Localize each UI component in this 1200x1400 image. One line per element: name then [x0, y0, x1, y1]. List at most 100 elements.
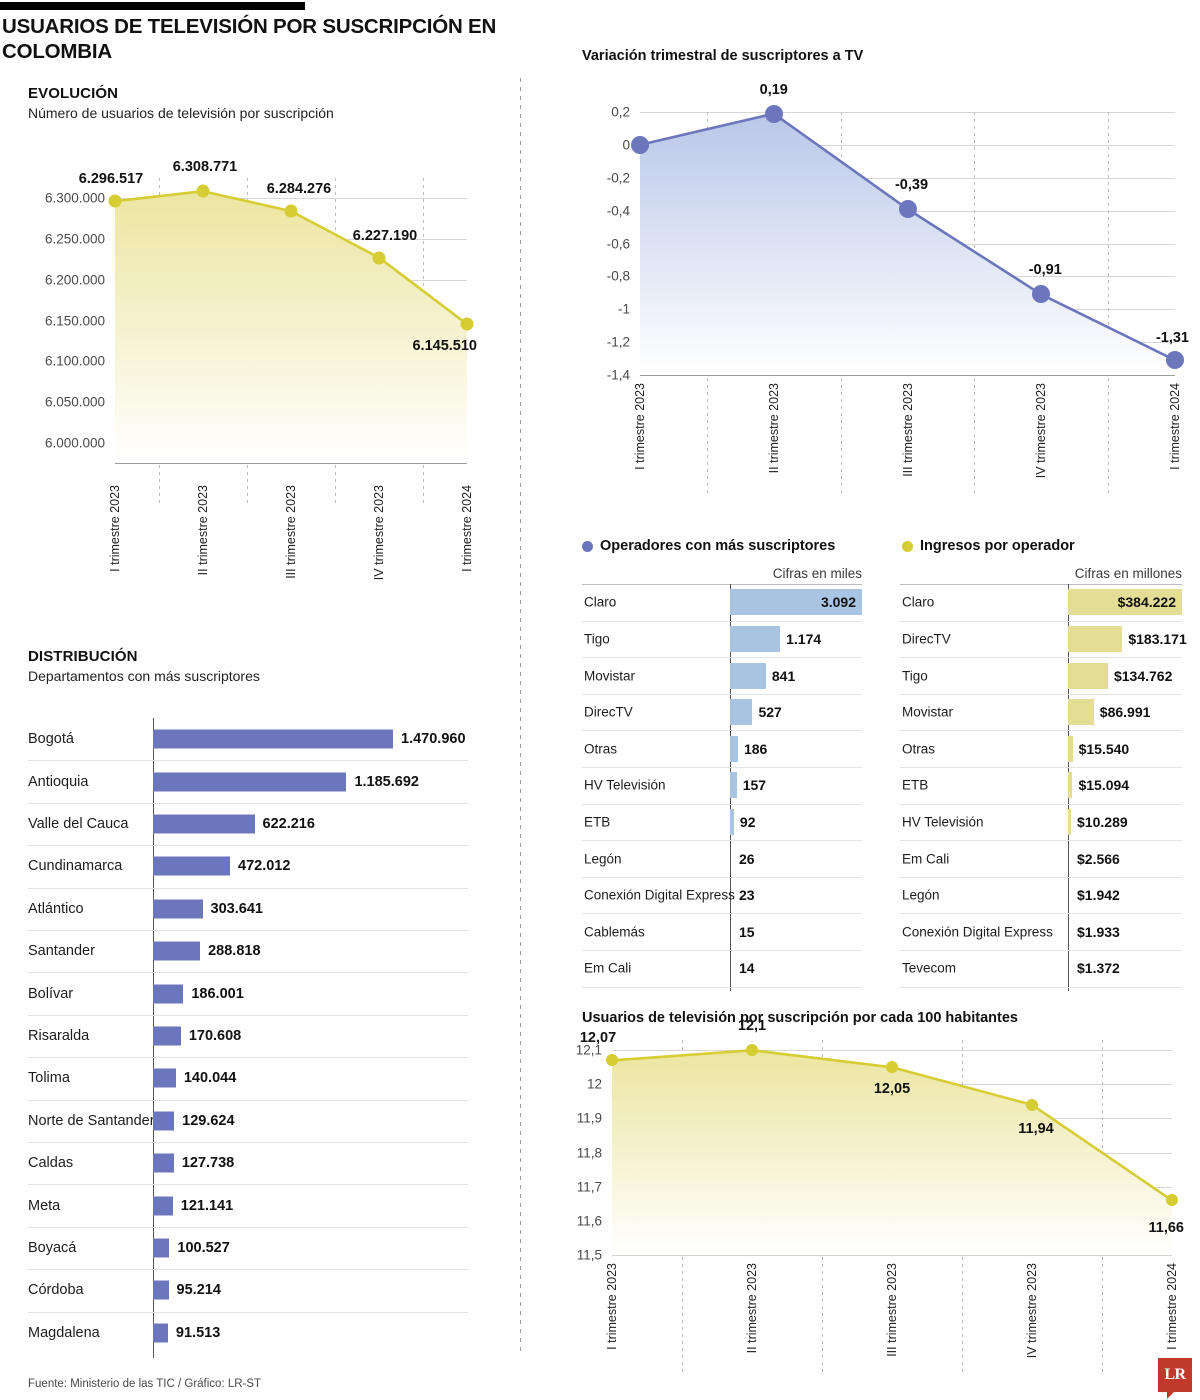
y-axis-tick-label: 11,7	[576, 1179, 602, 1195]
x-axis-tick-label: I trimestre 2024	[460, 485, 474, 572]
table-value-label: 92	[739, 813, 756, 830]
y-axis-tick-label: 6.250.000	[44, 231, 105, 247]
data-label: 11,94	[1018, 1120, 1054, 1137]
gridline	[640, 112, 1175, 113]
row-separator	[28, 1014, 468, 1016]
list-item-label: Boyacá	[28, 1240, 77, 1256]
table-value-label: $1.372	[1077, 960, 1120, 977]
operadores-legend: Operadores con más suscriptores	[582, 538, 835, 554]
ingresos-unit: Cifras en millones	[1074, 566, 1182, 581]
legend-dot-icon	[582, 540, 593, 552]
variacion-plot: 0,2 0 -0,2 -0,4 -0,6 -0,8 -1 -1,2 -1,4 0,19 -0,39 -…	[607, 82, 1189, 493]
data-label: 6.145.510	[412, 338, 477, 355]
list-item-label: Meta	[28, 1197, 61, 1214]
row-separator	[28, 802, 468, 804]
bar-value-label: 95.214	[176, 1282, 221, 1299]
y-axis-tick-label: 11,9	[576, 1110, 602, 1126]
data-point	[108, 194, 122, 208]
bar	[153, 1026, 181, 1046]
data-label: 12,07	[579, 1030, 617, 1047]
table-row-label: Legón	[902, 887, 940, 903]
gridline	[612, 1255, 1172, 1256]
gridline	[640, 144, 1175, 146]
list-item-label: Bolívar	[28, 985, 74, 1002]
bar	[153, 1153, 174, 1173]
row-separator	[28, 760, 468, 762]
y-axis-tick-label: 6.200.000	[44, 272, 105, 288]
table-bar	[730, 625, 781, 652]
row-separator	[28, 1184, 468, 1186]
bar-value-label: 1.470.960	[401, 731, 466, 748]
list-item-label: Antioquia	[28, 773, 89, 790]
bar	[153, 772, 347, 792]
table-row-label: HV Televisión	[902, 814, 984, 830]
bar-value-label: 472.012	[238, 858, 291, 875]
table-row-separator	[582, 876, 862, 878]
evolucion-subtitle: Número de usuarios de televisión por sus…	[28, 105, 334, 121]
data-label: 6.296.517	[78, 171, 144, 188]
x-axis-tick-label: IV trimestre 2023	[372, 485, 386, 581]
table-value-label: 157	[742, 777, 767, 794]
data-point	[606, 1054, 618, 1067]
bar-value-label: 170.608	[188, 1028, 242, 1044]
table-bar	[1068, 735, 1073, 762]
evolucion-section: EVOLUCIÓN Número de usuarios de televisi…	[28, 85, 498, 121]
bar	[153, 1111, 175, 1131]
table-row-separator	[900, 657, 1182, 659]
table-row-label: ETB	[584, 814, 611, 830]
lr-logo: LR	[1158, 1358, 1192, 1399]
data-point	[460, 317, 474, 331]
table-row-separator	[900, 693, 1182, 695]
table-row-label: Otras	[584, 741, 618, 757]
table-row-separator	[582, 767, 862, 768]
table-bottom-border	[582, 986, 862, 988]
ingresos-legend-label: Ingresos por operador	[920, 538, 1075, 554]
table-value-label: $1.933	[1077, 923, 1120, 940]
table-row-separator	[900, 803, 1182, 805]
table-value-label: $1.942	[1077, 887, 1120, 904]
table-value-label: 3.092	[820, 594, 856, 611]
table-row-label: Otras	[902, 741, 936, 757]
table-value-label: $183.171	[1128, 630, 1187, 647]
data-label: -1,31	[1155, 330, 1189, 347]
y-axis-tick-label: -0,4	[606, 203, 630, 219]
row-separator	[28, 1226, 468, 1228]
bar-value-label: 303.641	[210, 900, 263, 917]
table-row-separator	[900, 730, 1182, 732]
row-separator	[28, 845, 468, 847]
table-value-label: 26	[739, 850, 755, 867]
gridline	[612, 1050, 1172, 1052]
bar	[153, 984, 184, 1004]
table-bar	[730, 772, 737, 799]
y-axis-tick-label: -0,6	[606, 236, 630, 251]
bar	[153, 941, 201, 961]
table-row-separator	[582, 730, 862, 732]
table-bar	[1068, 808, 1072, 835]
table-bar	[730, 699, 753, 726]
operadores-unit: Cifras en miles	[772, 566, 862, 581]
series-area	[639, 112, 1176, 376]
list-item-label: Santander	[28, 943, 95, 960]
gridline	[640, 375, 1175, 376]
bar	[153, 856, 230, 876]
data-label: 6.284.276	[266, 181, 332, 198]
table-row-separator	[900, 876, 1182, 878]
operadores-legend-label: Operadores con más suscriptores	[600, 538, 836, 554]
table-row-separator	[582, 913, 862, 915]
variacion-section: Variación trimestral de suscriptores a T…	[582, 48, 1182, 64]
y-axis-tick-label: 6.000.000	[44, 435, 105, 451]
table-bar	[730, 735, 738, 762]
table-value-label: $134.762	[1113, 667, 1173, 684]
bar-value-label: 186.001	[191, 985, 244, 1002]
list-item-label: Norte de Santander	[28, 1112, 155, 1129]
table-bottom-border	[900, 986, 1182, 988]
bar-value-label: 129.624	[182, 1112, 235, 1129]
data-label: -0,91	[1028, 262, 1062, 279]
x-axis-tick-label: I trimestre 2023	[108, 485, 122, 572]
table-row-label: Conexión Digital Express	[902, 924, 1053, 940]
y-axis-tick-label: 0,2	[611, 104, 630, 120]
top-rule-decoration	[0, 2, 305, 10]
bar	[153, 1238, 170, 1258]
category-divider	[1108, 112, 1110, 493]
y-axis-tick-label: 11,5	[576, 1247, 602, 1263]
